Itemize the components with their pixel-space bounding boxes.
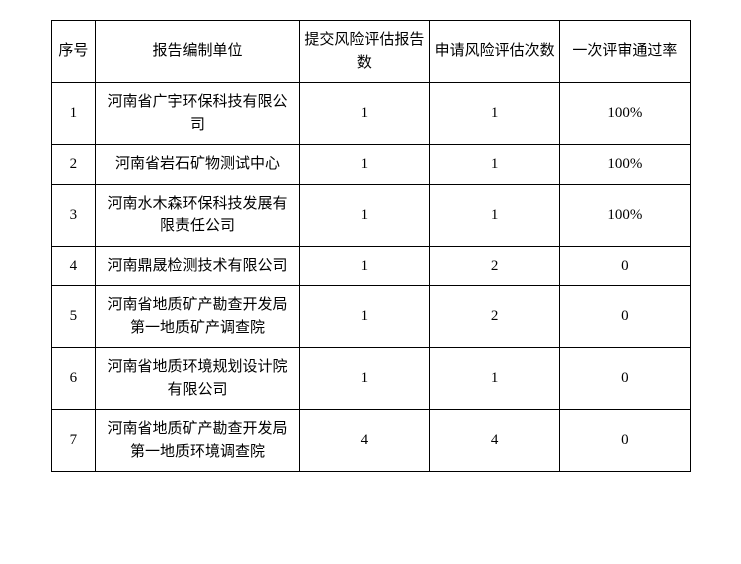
cell-seq: 7: [51, 410, 96, 472]
cell-apply: 1: [430, 184, 560, 246]
cell-apply: 2: [430, 286, 560, 348]
cell-org: 河南水木森环保科技发展有限责任公司: [96, 184, 300, 246]
header-pass: 一次评审通过率: [560, 21, 690, 83]
cell-pass: 100%: [560, 83, 690, 145]
cell-submit: 1: [299, 145, 429, 185]
cell-submit: 1: [299, 286, 429, 348]
cell-submit: 1: [299, 83, 429, 145]
cell-submit: 1: [299, 348, 429, 410]
table-row: 2 河南省岩石矿物测试中心 1 1 100%: [51, 145, 690, 185]
header-seq: 序号: [51, 21, 96, 83]
cell-submit: 1: [299, 184, 429, 246]
header-submit: 提交风险评估报告数: [299, 21, 429, 83]
cell-seq: 1: [51, 83, 96, 145]
header-row: 序号 报告编制单位 提交风险评估报告数 申请风险评估次数 一次评审通过率: [51, 21, 690, 83]
report-table: 序号 报告编制单位 提交风险评估报告数 申请风险评估次数 一次评审通过率 1 河…: [51, 20, 691, 472]
cell-pass: 100%: [560, 145, 690, 185]
cell-org: 河南鼎晟检测技术有限公司: [96, 246, 300, 286]
cell-org: 河南省地质矿产勘查开发局第一地质环境调查院: [96, 410, 300, 472]
cell-org: 河南省地质矿产勘查开发局第一地质矿产调查院: [96, 286, 300, 348]
table-row: 6 河南省地质环境规划设计院有限公司 1 1 0: [51, 348, 690, 410]
cell-submit: 4: [299, 410, 429, 472]
cell-seq: 5: [51, 286, 96, 348]
cell-apply: 1: [430, 145, 560, 185]
cell-apply: 1: [430, 348, 560, 410]
table-row: 4 河南鼎晟检测技术有限公司 1 2 0: [51, 246, 690, 286]
cell-pass: 0: [560, 348, 690, 410]
cell-apply: 2: [430, 246, 560, 286]
report-table-container: 序号 报告编制单位 提交风险评估报告数 申请风险评估次数 一次评审通过率 1 河…: [51, 20, 691, 472]
cell-pass: 0: [560, 286, 690, 348]
cell-submit: 1: [299, 246, 429, 286]
cell-pass: 100%: [560, 184, 690, 246]
header-apply: 申请风险评估次数: [430, 21, 560, 83]
table-row: 3 河南水木森环保科技发展有限责任公司 1 1 100%: [51, 184, 690, 246]
table-row: 1 河南省广宇环保科技有限公司 1 1 100%: [51, 83, 690, 145]
cell-pass: 0: [560, 410, 690, 472]
cell-seq: 6: [51, 348, 96, 410]
cell-org: 河南省地质环境规划设计院有限公司: [96, 348, 300, 410]
cell-apply: 4: [430, 410, 560, 472]
cell-seq: 4: [51, 246, 96, 286]
cell-pass: 0: [560, 246, 690, 286]
cell-seq: 2: [51, 145, 96, 185]
table-body: 1 河南省广宇环保科技有限公司 1 1 100% 2 河南省岩石矿物测试中心 1…: [51, 83, 690, 472]
table-row: 7 河南省地质矿产勘查开发局第一地质环境调查院 4 4 0: [51, 410, 690, 472]
cell-org: 河南省广宇环保科技有限公司: [96, 83, 300, 145]
cell-seq: 3: [51, 184, 96, 246]
cell-apply: 1: [430, 83, 560, 145]
table-row: 5 河南省地质矿产勘查开发局第一地质矿产调查院 1 2 0: [51, 286, 690, 348]
table-header: 序号 报告编制单位 提交风险评估报告数 申请风险评估次数 一次评审通过率: [51, 21, 690, 83]
cell-org: 河南省岩石矿物测试中心: [96, 145, 300, 185]
header-org: 报告编制单位: [96, 21, 300, 83]
